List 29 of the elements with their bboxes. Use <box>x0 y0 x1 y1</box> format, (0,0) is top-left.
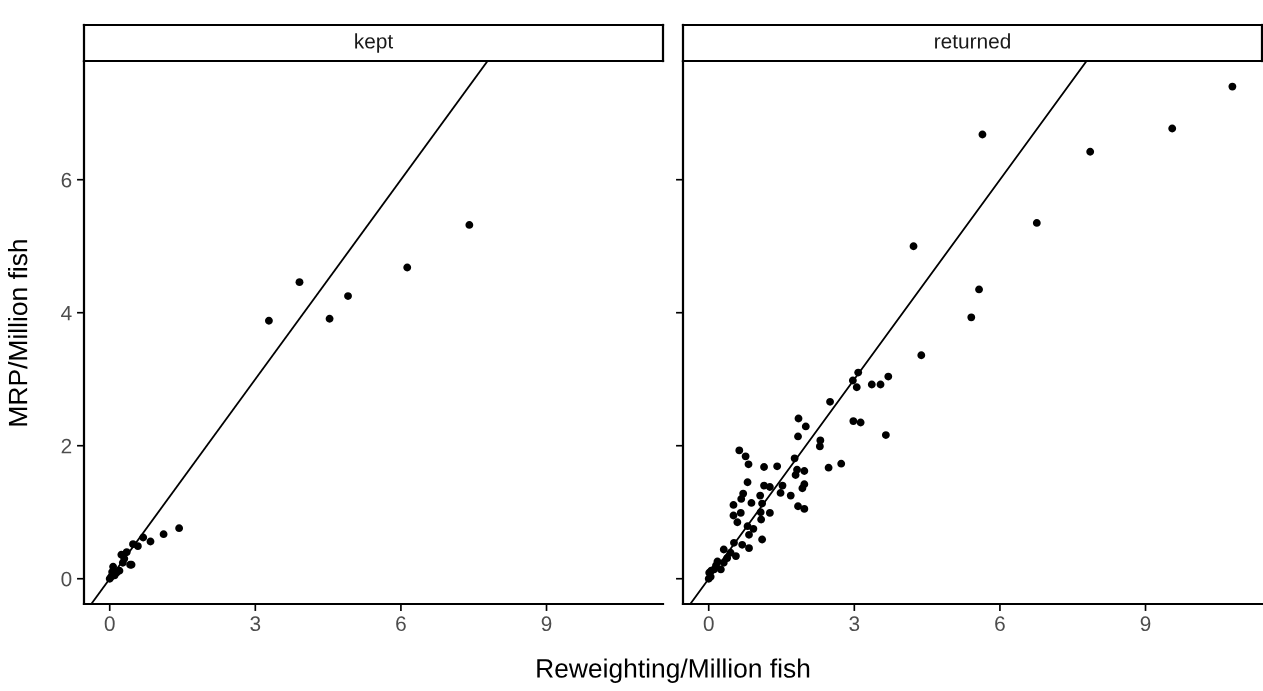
x-tick-label: 3 <box>250 616 261 632</box>
chart-title: returned <box>935 33 1010 49</box>
x-tick-label: 9 <box>541 616 552 632</box>
point <box>344 292 352 301</box>
chart-title: kept <box>355 33 394 53</box>
point <box>159 530 168 539</box>
point <box>146 537 155 546</box>
x-tick-label: 0 <box>104 616 115 632</box>
x-tick-label: 9 <box>1140 616 1151 632</box>
point <box>465 221 474 229</box>
y-tick-label: 4 <box>61 305 72 321</box>
point <box>325 314 334 323</box>
point <box>122 548 131 557</box>
x-axis-title: Reweighting/Million fish <box>537 658 810 683</box>
point <box>133 542 142 551</box>
y-tick-label: 2 <box>61 438 72 454</box>
x-tick-label: 0 <box>703 616 714 632</box>
x-tick-label: 3 <box>849 616 860 632</box>
point <box>403 263 412 272</box>
y-axis-title: MRP/Million fish <box>8 240 28 426</box>
y-tick-label: 0 <box>61 571 72 587</box>
x-tick-label: 6 <box>396 616 406 632</box>
point <box>120 554 129 563</box>
y-tick-label: 6 <box>61 172 72 188</box>
point <box>295 278 304 287</box>
point <box>175 524 184 533</box>
x-tick-label: 6 <box>995 616 1005 632</box>
point <box>264 316 273 325</box>
point <box>139 533 148 542</box>
